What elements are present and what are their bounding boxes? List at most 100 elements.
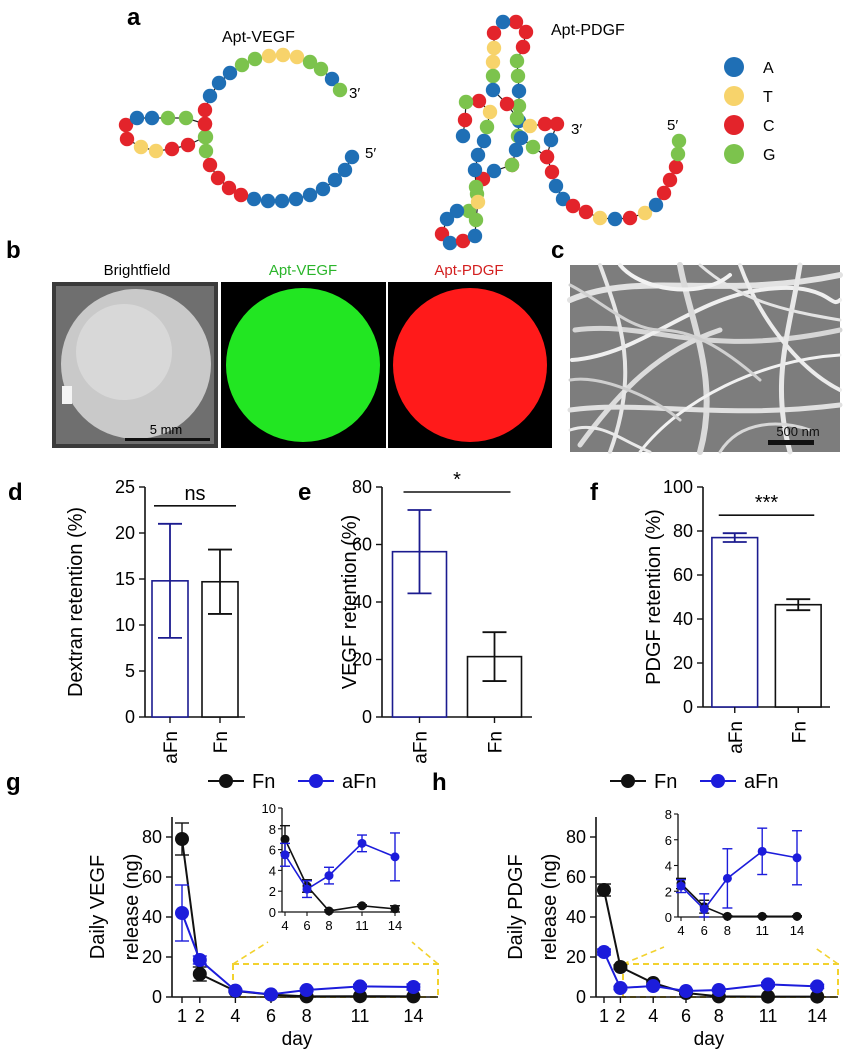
nucleotide-bead bbox=[332, 82, 348, 98]
inset-x-tick-label: 6 bbox=[303, 918, 310, 933]
data-point-fn bbox=[192, 967, 207, 981]
y-tick-label: 25 bbox=[115, 477, 135, 497]
panel-label-g: g bbox=[6, 769, 21, 796]
nucleotide-bead bbox=[622, 210, 638, 226]
apt-pdgf-3prime: 3′ bbox=[571, 121, 582, 138]
inset-x-tick-label: 11 bbox=[355, 918, 369, 933]
x-tick-label: 1 bbox=[599, 1006, 609, 1026]
x-tick-label-fn: Fn bbox=[789, 721, 810, 743]
nucleotide-bead bbox=[457, 112, 473, 128]
nucleotide-bead bbox=[539, 149, 555, 165]
bar-afn bbox=[711, 536, 759, 708]
sem-fiber bbox=[638, 353, 842, 454]
sem-fiber bbox=[568, 377, 682, 422]
significance-label: ns bbox=[184, 483, 205, 505]
nucleotide-bead bbox=[148, 143, 164, 159]
y-tick-label: 40 bbox=[142, 907, 162, 927]
y-tick-label: 60 bbox=[352, 535, 372, 555]
inset-y-tick-label: 10 bbox=[262, 801, 276, 816]
sem-fiber bbox=[738, 263, 842, 392]
inset-x-tick-label: 4 bbox=[281, 918, 288, 933]
nucleotide-bead bbox=[525, 139, 541, 155]
data-point-fn bbox=[357, 901, 367, 911]
legend-marker-afn bbox=[309, 774, 323, 788]
x-tick-label: 2 bbox=[615, 1006, 625, 1026]
nucleotide-bead bbox=[202, 157, 218, 173]
nucleotide-bead bbox=[565, 198, 581, 214]
nucleotide-bead bbox=[118, 117, 134, 133]
scale-bar bbox=[768, 440, 814, 445]
y-tick-label: 80 bbox=[673, 521, 693, 541]
inset-y-tick-label: 6 bbox=[269, 843, 276, 858]
nucleotide-bead bbox=[439, 211, 455, 227]
apt-vegf-5prime: 5′ bbox=[365, 145, 376, 162]
panel-label-a: a bbox=[127, 4, 141, 31]
nucleotide-bead bbox=[467, 162, 483, 178]
sem-fibers bbox=[567, 262, 843, 455]
y-axis-label-line-1: Daily PDGF bbox=[505, 854, 527, 960]
nucleotide-bead bbox=[133, 139, 149, 155]
inset-x-tick-label: 11 bbox=[755, 923, 769, 938]
nucleotide-bead bbox=[458, 94, 474, 110]
data-point-afn bbox=[810, 979, 825, 994]
legend-label-c: C bbox=[763, 118, 775, 135]
nucleotide-bead bbox=[234, 57, 250, 73]
x-tick-label: 4 bbox=[230, 1006, 240, 1026]
nucleotide-bead bbox=[495, 14, 511, 30]
data-point-afn bbox=[722, 873, 732, 883]
nucleotide-bead bbox=[288, 191, 304, 207]
nucleotide-bead bbox=[261, 48, 277, 64]
nucleotide-bead bbox=[470, 194, 486, 210]
data-point-afn bbox=[228, 983, 243, 998]
data-point-afn bbox=[613, 981, 628, 995]
nucleotide-bead bbox=[509, 110, 525, 126]
legend-swatch-a bbox=[724, 57, 744, 77]
nucleotide-bead bbox=[668, 159, 684, 175]
nucleotide-bead bbox=[486, 25, 502, 41]
data-point-afn bbox=[324, 871, 334, 881]
x-axis-label: day bbox=[282, 1029, 313, 1050]
scale-bar-label-5mm: 5 mm bbox=[150, 422, 183, 437]
nucleotide-bead bbox=[197, 129, 213, 145]
y-tick-label: 80 bbox=[352, 477, 372, 497]
nucleotide-bead bbox=[260, 193, 276, 209]
nucleotide-bead bbox=[537, 116, 553, 132]
nucleotide-bead bbox=[509, 53, 525, 69]
nucleotide-bead bbox=[119, 131, 135, 147]
y-tick-label: 100 bbox=[663, 477, 693, 497]
data-point-afn bbox=[676, 881, 686, 891]
nucleotide-bead bbox=[210, 170, 226, 186]
inset-y-tick-label: 2 bbox=[665, 884, 672, 899]
y-tick-label: 40 bbox=[566, 907, 586, 927]
nucleotide-bead bbox=[511, 98, 527, 114]
y-tick-label: 40 bbox=[352, 592, 372, 612]
legend-swatch-t bbox=[724, 86, 744, 106]
series-line-afn bbox=[284, 842, 396, 891]
data-point-fn bbox=[353, 989, 367, 1004]
nucleotide-bead bbox=[471, 93, 487, 109]
nucleotide-bead bbox=[518, 24, 534, 40]
legend-label-t: T bbox=[763, 89, 773, 106]
series-line-fn bbox=[680, 882, 797, 918]
data-point-afn bbox=[299, 983, 314, 997]
brightfield-label: Brightfield bbox=[104, 262, 171, 279]
data-point-afn bbox=[711, 983, 726, 997]
y-axis-label: PDGF retention (%) bbox=[643, 509, 665, 685]
bar-fn bbox=[774, 603, 822, 708]
nucleotide-bead bbox=[178, 110, 194, 126]
legend-label-g: G bbox=[763, 147, 775, 164]
series-line-fn bbox=[603, 889, 818, 998]
nucleotide-bead bbox=[656, 185, 672, 201]
legend-label-fn: Fn bbox=[252, 771, 275, 793]
nucleotide-bead bbox=[197, 102, 213, 118]
data-point-afn bbox=[390, 852, 400, 862]
x-tick-label: 1 bbox=[177, 1006, 187, 1026]
nucleotide-bead bbox=[486, 163, 502, 179]
nucleotide-bead bbox=[289, 49, 305, 65]
data-point-fn bbox=[280, 834, 290, 844]
nucleotide-bead bbox=[544, 164, 560, 180]
significance-label: *** bbox=[755, 492, 779, 514]
panel-label-d: d bbox=[8, 479, 23, 506]
